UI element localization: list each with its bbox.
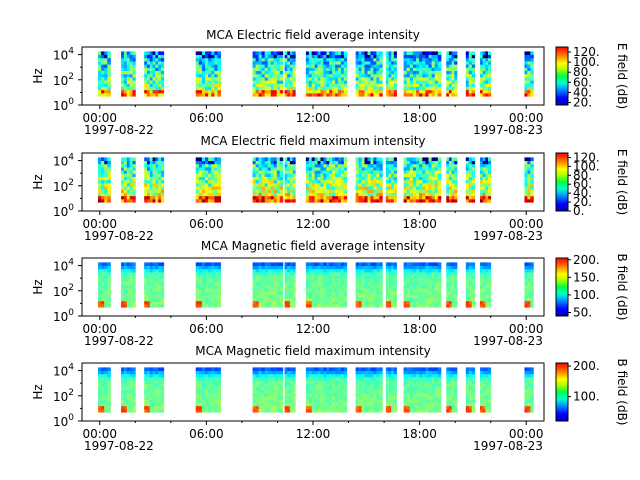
colorbar — [556, 153, 568, 211]
x-date-label: 1997-08-23 — [473, 229, 543, 243]
y-tick-label: 102 — [53, 283, 74, 299]
x-tick-label: 18:00 — [402, 217, 437, 231]
y-tick-label: 104 — [53, 258, 74, 274]
y-tick-label: 104 — [53, 153, 74, 169]
x-tick-label: 06:00 — [189, 322, 224, 336]
colorbar-tick-label: 200. — [573, 253, 600, 267]
spectrogram-cells — [98, 157, 534, 202]
panel-title: MCA Magnetic field average intensity — [201, 239, 425, 253]
y-tick-label: 104 — [53, 47, 74, 63]
colorbar-tick-label: 200. — [573, 359, 600, 373]
x-tick-label: 18:00 — [402, 427, 437, 441]
x-tick-label: 12:00 — [296, 217, 331, 231]
colorbar-label: E field (dB) — [615, 149, 629, 215]
y-tick-label: 100 — [53, 308, 74, 324]
y-axis-label: Hz — [31, 68, 45, 83]
x-tick-label: 18:00 — [402, 111, 437, 125]
y-tick-label: 104 — [53, 363, 74, 379]
panel-title: MCA Magnetic field maximum intensity — [195, 344, 431, 358]
x-tick-label: 06:00 — [189, 427, 224, 441]
y-tick-label: 100 — [53, 413, 74, 429]
x-date-label: 1997-08-23 — [473, 334, 543, 348]
colorbar — [556, 258, 568, 316]
spectrogram-cells — [98, 262, 534, 307]
x-date-label: 1997-08-22 — [84, 439, 154, 453]
y-tick-label: 102 — [53, 178, 74, 194]
colorbar-tick-label: 120. — [573, 150, 600, 164]
colorbar-label: B field (dB) — [615, 254, 629, 321]
panel-title: MCA Electric field average intensity — [206, 28, 420, 42]
y-axis-label: Hz — [31, 384, 45, 399]
colorbar-label: B field (dB) — [615, 359, 629, 426]
panel-title: MCA Electric field maximum intensity — [200, 134, 425, 148]
x-date-label: 1997-08-23 — [473, 123, 543, 137]
spectrogram-cells — [98, 367, 534, 412]
colorbar-tick-label: 100. — [573, 288, 600, 302]
colorbar-tick-label: 150. — [573, 270, 600, 284]
y-tick-label: 100 — [53, 203, 74, 219]
y-tick-label: 102 — [53, 72, 74, 88]
x-date-label: 1997-08-22 — [84, 123, 154, 137]
y-tick-label: 102 — [53, 388, 74, 404]
x-tick-label: 12:00 — [296, 322, 331, 336]
colorbar — [556, 363, 568, 421]
x-tick-label: 06:00 — [189, 111, 224, 125]
colorbar-label: E field (dB) — [615, 43, 629, 109]
colorbar — [556, 47, 568, 105]
x-tick-label: 12:00 — [296, 111, 331, 125]
x-tick-label: 18:00 — [402, 322, 437, 336]
y-tick-label: 100 — [53, 97, 74, 113]
spectrogram-cells — [98, 51, 534, 96]
x-date-label: 1997-08-22 — [84, 229, 154, 243]
x-tick-label: 12:00 — [296, 427, 331, 441]
colorbar-tick-label: 100. — [573, 390, 600, 404]
y-axis-label: Hz — [31, 279, 45, 294]
x-date-label: 1997-08-23 — [473, 439, 543, 453]
colorbar-tick-label: 120. — [573, 45, 600, 59]
colorbar-tick-label: 50. — [573, 305, 592, 319]
x-tick-label: 06:00 — [189, 217, 224, 231]
y-axis-label: Hz — [31, 174, 45, 189]
x-date-label: 1997-08-22 — [84, 334, 154, 348]
